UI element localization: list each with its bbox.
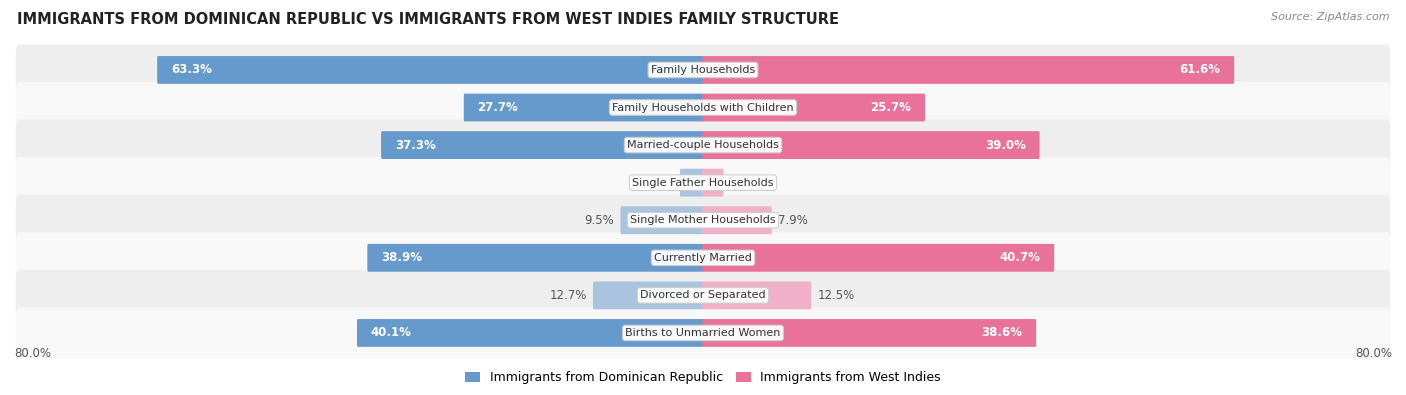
FancyBboxPatch shape: [703, 56, 1234, 84]
Text: Births to Unmarried Women: Births to Unmarried Women: [626, 328, 780, 338]
Text: Single Father Households: Single Father Households: [633, 178, 773, 188]
FancyBboxPatch shape: [157, 56, 703, 84]
FancyBboxPatch shape: [367, 244, 703, 272]
Text: 37.3%: 37.3%: [395, 139, 436, 152]
Text: IMMIGRANTS FROM DOMINICAN REPUBLIC VS IMMIGRANTS FROM WEST INDIES FAMILY STRUCTU: IMMIGRANTS FROM DOMINICAN REPUBLIC VS IM…: [17, 12, 839, 27]
Text: Single Mother Households: Single Mother Households: [630, 215, 776, 225]
Text: 40.7%: 40.7%: [1000, 251, 1040, 264]
Text: Family Households: Family Households: [651, 65, 755, 75]
Text: 40.1%: 40.1%: [371, 326, 412, 339]
Text: 80.0%: 80.0%: [1355, 347, 1392, 360]
Text: 80.0%: 80.0%: [14, 347, 51, 360]
Text: 2.3%: 2.3%: [730, 176, 759, 189]
Text: 38.6%: 38.6%: [981, 326, 1022, 339]
FancyBboxPatch shape: [15, 157, 1391, 208]
FancyBboxPatch shape: [681, 169, 703, 197]
FancyBboxPatch shape: [15, 82, 1391, 133]
Text: Married-couple Households: Married-couple Households: [627, 140, 779, 150]
Text: Family Households with Children: Family Households with Children: [612, 103, 794, 113]
Text: 38.9%: 38.9%: [381, 251, 422, 264]
Text: 61.6%: 61.6%: [1180, 64, 1220, 77]
Text: 12.5%: 12.5%: [817, 289, 855, 302]
Text: 12.7%: 12.7%: [550, 289, 586, 302]
Text: 9.5%: 9.5%: [585, 214, 614, 227]
Text: 2.6%: 2.6%: [644, 176, 673, 189]
FancyBboxPatch shape: [620, 206, 703, 234]
FancyBboxPatch shape: [703, 206, 772, 234]
FancyBboxPatch shape: [15, 120, 1391, 171]
FancyBboxPatch shape: [703, 131, 1039, 159]
FancyBboxPatch shape: [381, 131, 703, 159]
FancyBboxPatch shape: [593, 282, 703, 309]
FancyBboxPatch shape: [703, 282, 811, 309]
FancyBboxPatch shape: [15, 270, 1391, 321]
FancyBboxPatch shape: [15, 307, 1391, 359]
Text: Divorced or Separated: Divorced or Separated: [640, 290, 766, 300]
Text: Currently Married: Currently Married: [654, 253, 752, 263]
FancyBboxPatch shape: [464, 94, 703, 121]
FancyBboxPatch shape: [703, 319, 1036, 347]
FancyBboxPatch shape: [357, 319, 703, 347]
FancyBboxPatch shape: [703, 169, 724, 197]
FancyBboxPatch shape: [15, 232, 1391, 283]
Text: 25.7%: 25.7%: [870, 101, 911, 114]
FancyBboxPatch shape: [703, 244, 1054, 272]
Legend: Immigrants from Dominican Republic, Immigrants from West Indies: Immigrants from Dominican Republic, Immi…: [460, 366, 946, 389]
Text: 7.9%: 7.9%: [778, 214, 808, 227]
Text: 27.7%: 27.7%: [478, 101, 519, 114]
FancyBboxPatch shape: [15, 44, 1391, 96]
FancyBboxPatch shape: [703, 94, 925, 121]
Text: 63.3%: 63.3%: [170, 64, 212, 77]
Text: 39.0%: 39.0%: [986, 139, 1026, 152]
FancyBboxPatch shape: [15, 195, 1391, 246]
Text: Source: ZipAtlas.com: Source: ZipAtlas.com: [1271, 12, 1389, 22]
